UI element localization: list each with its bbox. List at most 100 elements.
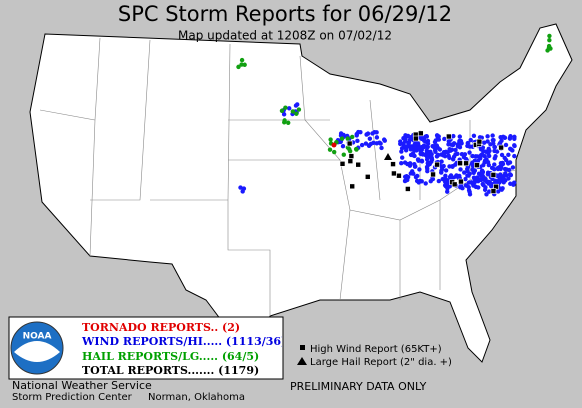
report-dot (417, 146, 422, 151)
report-dot (507, 172, 513, 177)
report-dot (457, 173, 462, 179)
report-dot (370, 131, 375, 136)
high-wind-marker (490, 188, 497, 194)
report-dot (507, 167, 512, 173)
report-dot (430, 176, 436, 182)
report-dot (486, 148, 491, 153)
report-dot (379, 145, 384, 151)
report-dot (436, 178, 442, 184)
report-dot (491, 138, 496, 143)
report-dot (512, 143, 517, 148)
report-dot (488, 142, 493, 147)
report-dot (512, 134, 517, 140)
report-dot (502, 135, 507, 140)
report-dot (483, 185, 488, 190)
report-dot (399, 161, 404, 166)
high-wind-marker (418, 130, 424, 137)
report-dot (443, 168, 449, 173)
report-dot (415, 141, 421, 146)
report-dot (413, 174, 419, 180)
report-dot (405, 133, 411, 139)
high-wind-marker (405, 186, 411, 192)
high-wind-marker (434, 161, 440, 168)
report-dot (435, 153, 440, 158)
report-dot (506, 161, 511, 166)
high-wind-marker (349, 183, 356, 190)
report-dot (401, 136, 406, 141)
report-dot (418, 151, 423, 157)
report-dot (431, 145, 437, 150)
report-dot (408, 152, 414, 158)
report-dot (459, 151, 465, 157)
large-hail-symbol (297, 357, 307, 365)
report-dot (458, 167, 463, 172)
report-dot (486, 179, 491, 185)
report-dot (481, 140, 487, 145)
report-dot (424, 150, 430, 155)
title: SPC Storm Reports for 06/29/12 (118, 2, 452, 26)
report-dot (339, 136, 345, 141)
report-dot (470, 153, 475, 159)
report-dot (366, 143, 372, 149)
report-dot (327, 147, 333, 152)
report-dot (279, 108, 285, 113)
report-dot (495, 173, 500, 179)
report-dot (332, 149, 337, 155)
report-dot (408, 147, 413, 152)
report-dot (427, 160, 432, 166)
preliminary-note: PRELIMINARY DATA ONLY (290, 380, 427, 393)
high-wind-marker (451, 181, 458, 188)
high-wind-marker (458, 178, 464, 185)
report-dot (341, 152, 346, 157)
report-dot (547, 33, 552, 39)
report-dot (402, 160, 408, 165)
report-dot (294, 111, 299, 116)
report-dot (477, 135, 483, 140)
report-dot (451, 154, 457, 159)
report-dot (484, 192, 489, 197)
report-dot (377, 140, 382, 145)
report-dot (424, 164, 430, 170)
office-line1: National Weather Service (12, 379, 152, 392)
hail-legend: HAIL REPORTS/LG..... (64/5) (82, 350, 259, 363)
report-dot (429, 157, 435, 162)
report-dot (400, 155, 405, 160)
report-dot (282, 118, 287, 123)
report-dot (466, 185, 471, 190)
report-dot (478, 173, 484, 178)
report-dot (412, 153, 417, 159)
report-dot (436, 137, 442, 142)
high-wind-marker (396, 172, 402, 179)
report-dot (365, 131, 371, 136)
report-dot (345, 136, 350, 141)
high-wind-marker (430, 171, 436, 178)
report-dot (398, 139, 403, 144)
high-wind-marker (476, 138, 483, 145)
report-dot (486, 162, 492, 168)
report-dot (345, 145, 351, 150)
report-dot (463, 176, 468, 182)
report-dot (347, 148, 353, 154)
report-dot (451, 133, 456, 139)
report-dot (492, 166, 497, 172)
high-wind-marker (347, 158, 354, 164)
wind-legend: WIND REPORTS/HI..... (1113/36) (81, 335, 286, 348)
report-dot (409, 169, 415, 174)
report-dot (429, 152, 434, 157)
report-dot (462, 170, 467, 175)
high-wind-marker (348, 153, 355, 159)
total-legend: TOTAL REPORTS....... (1179) (82, 364, 259, 377)
report-dot (423, 181, 428, 186)
report-dot (497, 177, 502, 183)
report-dot (445, 150, 451, 155)
logo-text: NOAA (23, 332, 52, 342)
report-dot (445, 189, 450, 194)
high-wind-symbol (300, 345, 305, 350)
report-dot (485, 139, 490, 144)
report-dot (241, 186, 247, 191)
report-dot (457, 138, 462, 144)
report-dot (547, 38, 552, 43)
report-dot (424, 157, 430, 162)
high-wind-marker (474, 162, 480, 168)
